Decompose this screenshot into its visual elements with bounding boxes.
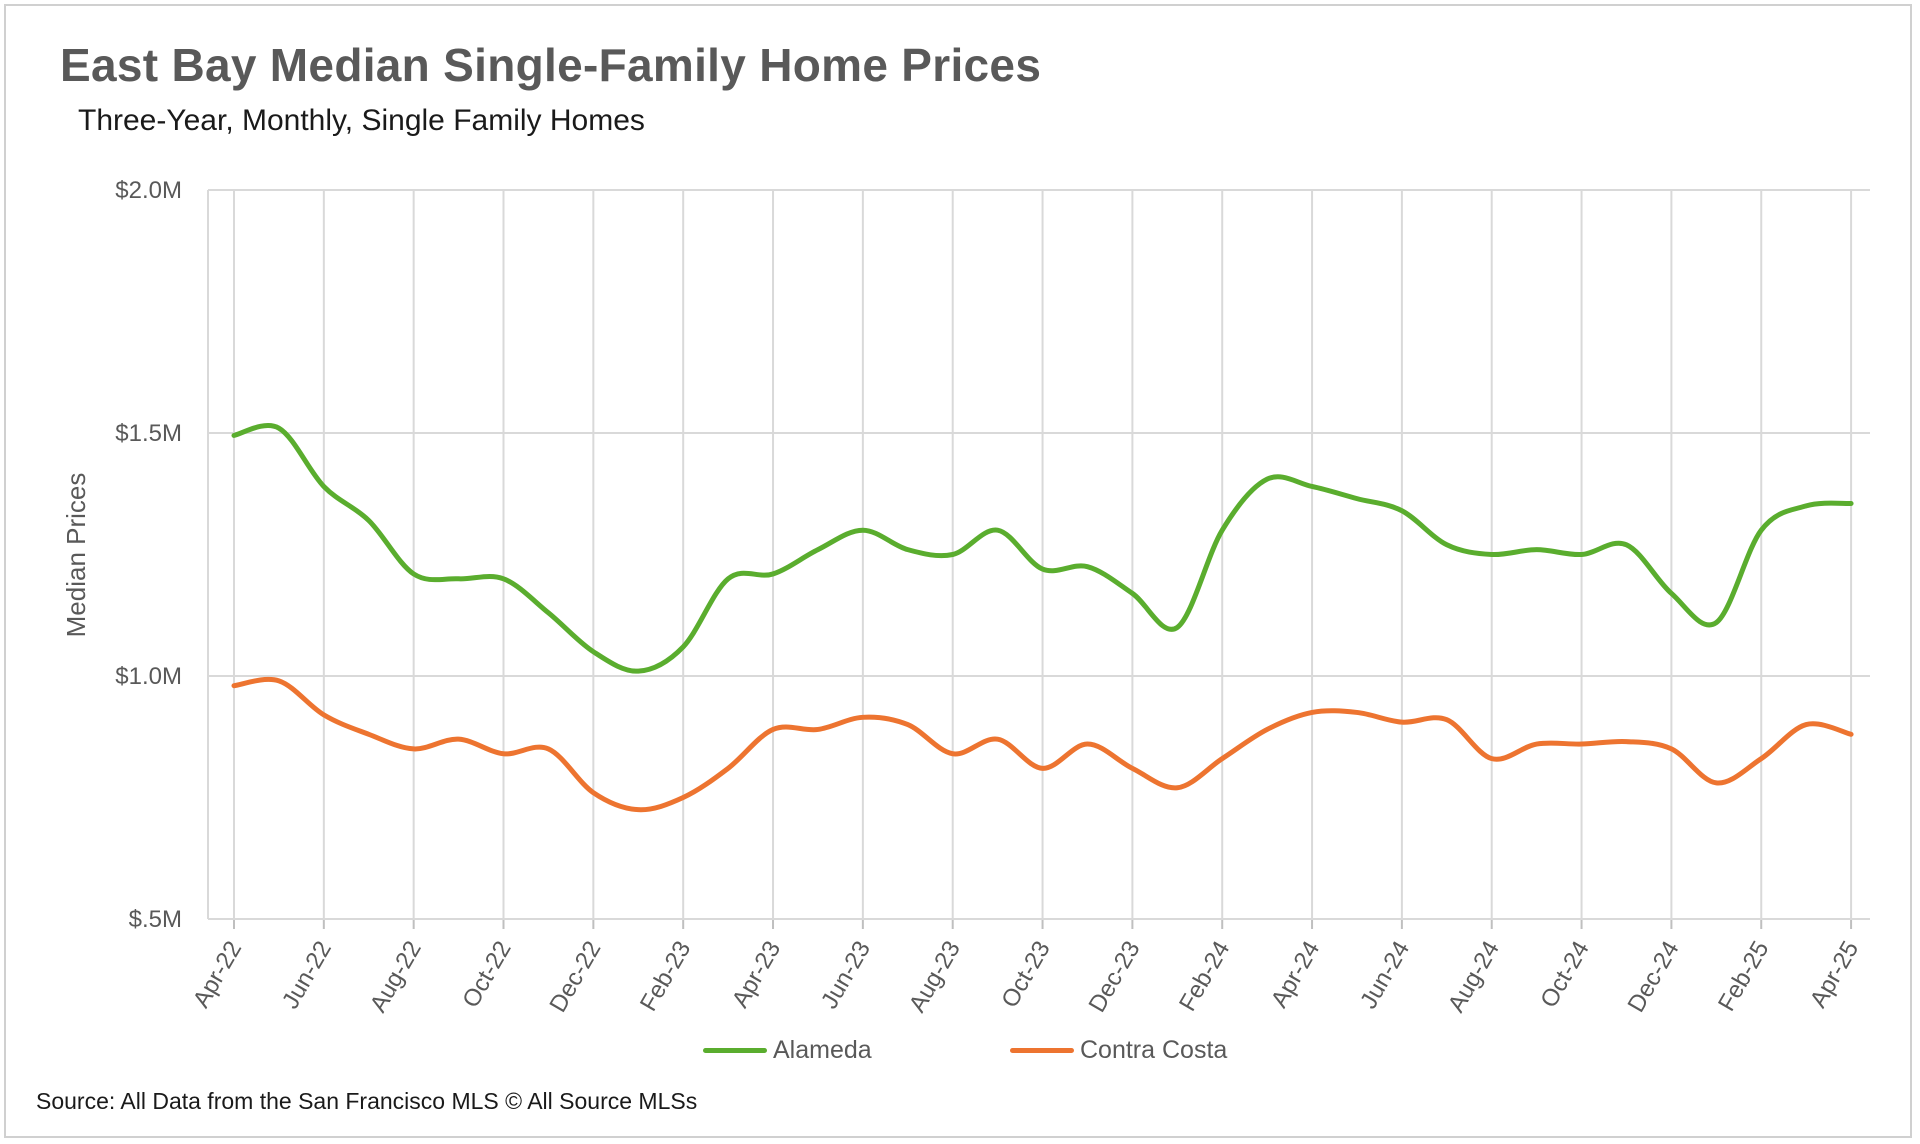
x-tick-label: Jun-22: [277, 937, 337, 1014]
y-axis-title: Median Prices: [61, 473, 91, 638]
x-tick-label: Feb-23: [635, 937, 696, 1016]
x-tick-label: Apr-23: [727, 937, 786, 1013]
x-tick-label: Feb-25: [1713, 937, 1774, 1016]
legend-swatch-contra-costa: [1010, 1048, 1074, 1053]
legend-item-contra-costa: Contra Costa: [1010, 1036, 1227, 1065]
x-axis-ticks: Apr-22 Jun-22 Aug-22 Oct-22 Dec-22 Feb-23 Apr-…: [188, 937, 1864, 1018]
x-tick-label: Aug-23: [904, 937, 966, 1018]
x-tick-label: Aug-22: [365, 937, 427, 1018]
x-tick-label: Jun-24: [1355, 937, 1415, 1014]
y-tick-label: $1.5M: [115, 420, 182, 447]
x-tick-label: Dec-22: [544, 937, 606, 1018]
y-axis-ticks: $2.0M $1.5M $1.0M $.5M: [115, 177, 182, 933]
x-tick-label: Apr-22: [188, 937, 247, 1013]
x-tick-label: Dec-23: [1084, 937, 1146, 1018]
x-tick-label: Apr-25: [1805, 937, 1864, 1013]
y-tick-label: $1.0M: [115, 663, 182, 690]
series-lines: [231, 423, 1854, 813]
chart-title: East Bay Median Single-Family Home Price…: [60, 39, 1042, 91]
chart-frame: [4, 4, 1912, 1138]
x-tick-label: Jun-23: [816, 937, 876, 1014]
series-line-alameda: [231, 423, 1854, 674]
legend-label-contra-costa: Contra Costa: [1080, 1036, 1228, 1064]
y-tick-label: $.5M: [129, 906, 182, 933]
x-tick-label: Aug-24: [1443, 937, 1505, 1018]
y-tick-label: $2.0M: [115, 177, 182, 204]
source-note: Source: All Data from the San Francisco …: [36, 1088, 698, 1114]
x-tick-label: Oct-22: [457, 937, 516, 1013]
legend-label-alameda: Alameda: [773, 1036, 872, 1064]
x-tick-label: Feb-24: [1174, 937, 1235, 1016]
x-tick-label: Apr-24: [1266, 937, 1325, 1013]
gridlines: [207, 189, 1870, 929]
legend-swatch-alameda: [703, 1048, 767, 1053]
x-tick-label: Dec-24: [1623, 937, 1685, 1018]
chart-subtitle: Three-Year, Monthly, Single Family Homes: [78, 104, 645, 137]
x-tick-label: Oct-24: [1535, 937, 1594, 1013]
series-line-contra-costa: [231, 676, 1854, 813]
legend-item-alameda: Alameda: [703, 1036, 872, 1065]
x-tick-label: Oct-23: [996, 937, 1055, 1013]
